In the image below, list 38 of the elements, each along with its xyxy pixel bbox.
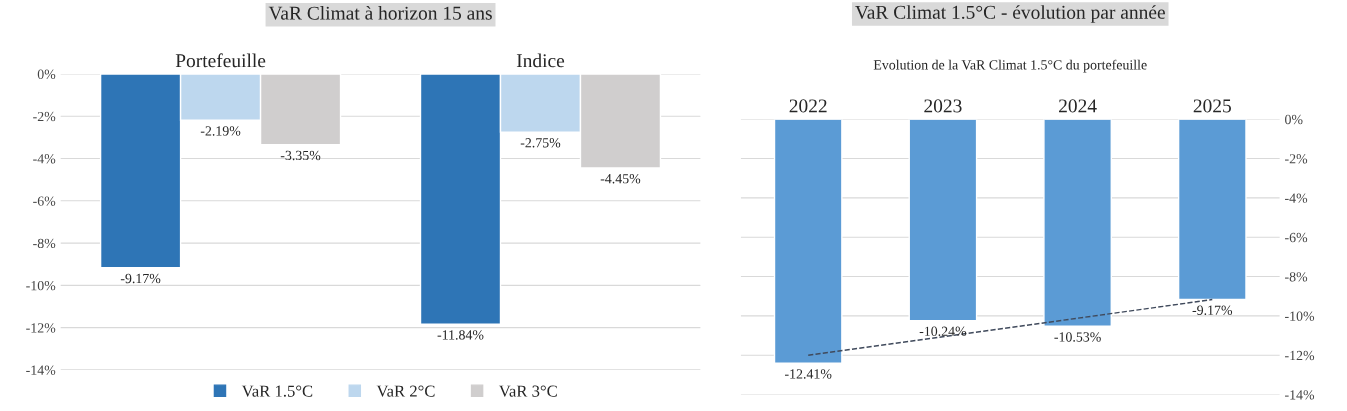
y2-tick-label: -10% [1285,311,1315,321]
legend-label: VaR 1.5°C [241,385,313,397]
data-label: -2.75% [520,138,561,148]
x-tick-label: Portefeuille [175,53,266,68]
x-tick-label: Indice [516,53,565,68]
y2-tick-label: -8% [1285,272,1308,282]
data-label: -2.19% [200,126,241,136]
y-tick-label: 0% [37,69,56,79]
y2-tick-label: -6% [1285,232,1308,243]
legend-label: VaR 2°C [376,385,435,397]
data-label: -4.45% [600,174,641,184]
y2-tick-label: 0% [1285,114,1303,125]
data-label: -9.17% [120,273,161,284]
y2-tick-label: -14% [1285,390,1315,400]
chart-title: VaR Climat à horizon 15 ans [268,6,492,20]
y-tick-label: -8% [33,238,56,249]
data-label: -9.17% [1192,305,1233,315]
data-label: -3.35% [280,150,321,161]
chart-subtitle: Evolution de la VaR Climat 1.5°C du portefeuille [873,59,1147,73]
y-tick-label: -2% [33,111,56,122]
y2-tick-label: -2% [1285,154,1308,164]
x-tick-label: 2024 [1059,99,1097,113]
x-tick-label: 2023 [924,99,962,113]
legend-label: VaR 3°C [498,385,557,397]
y2-tick-label: -4% [1285,193,1308,203]
data-label: -10.24% [919,326,967,336]
x-tick-label: 2025 [1193,99,1231,113]
y-tick-label: -6% [33,196,56,206]
y-tick-label: -4% [33,154,56,164]
data-label: -11.84% [437,330,484,340]
y2-tick-label: -12% [1285,350,1315,361]
chart-title: VaR Climat 1.5°C - évolution par année [855,5,1165,23]
x-tick-label: 2022 [789,99,827,113]
y-tick-label: -14% [26,365,56,375]
data-label: -10.53% [1054,332,1101,342]
y-tick-label: -12% [26,323,56,333]
y-tick-label: -10% [26,280,56,291]
data-label: -12.41% [784,369,832,379]
